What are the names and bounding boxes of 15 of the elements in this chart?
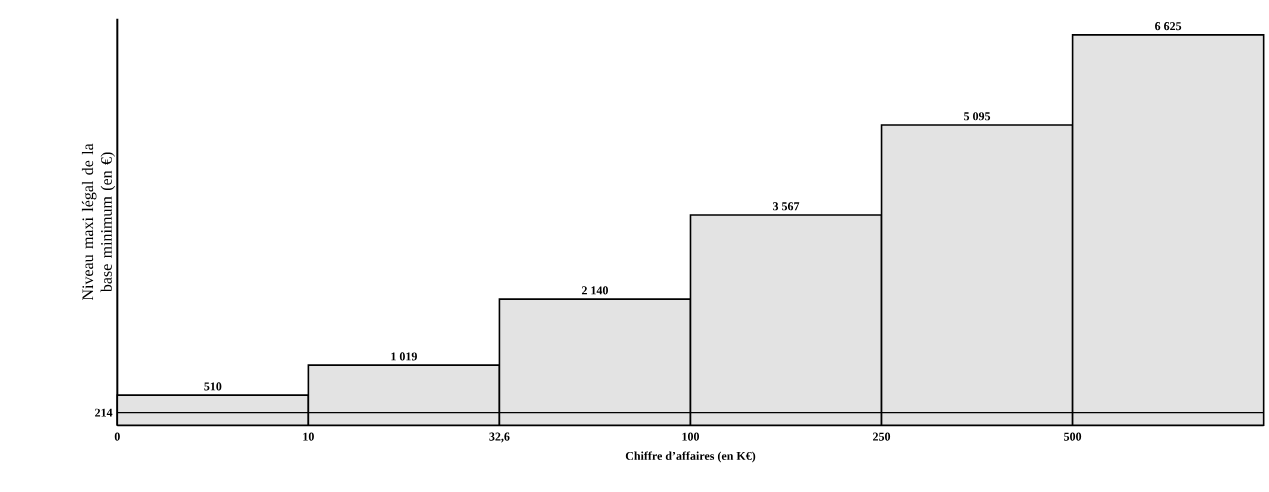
text: 10 bbox=[303, 432, 314, 441]
ref-line-label: 214 bbox=[95, 408, 113, 417]
x-axis-title: Chiffre d’affaires (en K€) bbox=[625, 451, 756, 463]
data-label: 1 019 bbox=[391, 352, 417, 361]
data-label: 2 140 bbox=[581, 286, 608, 295]
data-label: 6 625 bbox=[1155, 22, 1182, 31]
text: 500 bbox=[1064, 432, 1082, 441]
text: 250 bbox=[873, 432, 891, 441]
data-label: 510 bbox=[204, 382, 222, 391]
text: 32,6 bbox=[489, 432, 510, 443]
text: 100 bbox=[682, 432, 700, 441]
data-label: 3 567 bbox=[772, 202, 800, 211]
data-label: 5 095 bbox=[964, 112, 991, 121]
text: 0 bbox=[114, 432, 120, 441]
y-axis-title: Niveau maxi légal de la base minimum (en €) bbox=[81, 143, 116, 301]
